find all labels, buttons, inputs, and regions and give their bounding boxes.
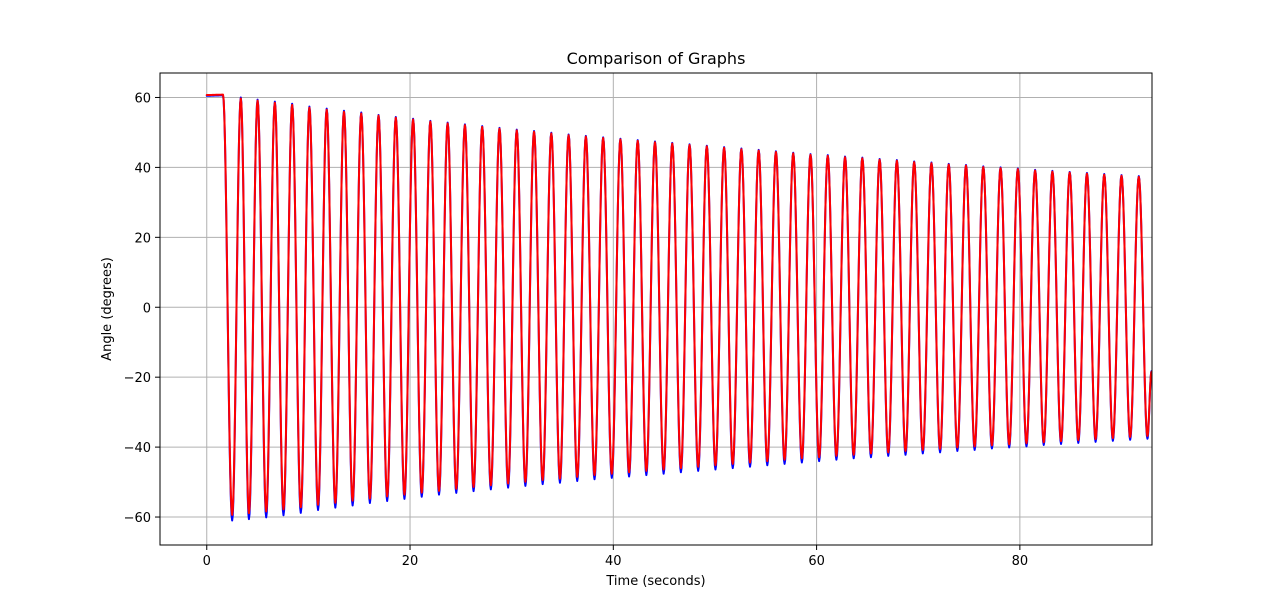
x-tick-label: 40 bbox=[605, 554, 622, 569]
y-tick-label: 0 bbox=[143, 301, 151, 316]
series-line-2 bbox=[205, 93, 1152, 516]
y-tick-label: 20 bbox=[134, 231, 151, 246]
y-tick-label: −40 bbox=[124, 441, 151, 456]
y-tick-label: 40 bbox=[134, 161, 151, 176]
x-tick-label: 60 bbox=[808, 554, 825, 569]
y-axis-label: Angle (degrees) bbox=[100, 257, 115, 361]
x-tick-label: 0 bbox=[203, 554, 211, 569]
plot-area bbox=[205, 93, 1152, 522]
series-layer bbox=[205, 93, 1152, 522]
x-tick-label: 20 bbox=[402, 554, 419, 569]
y-tick-label: 60 bbox=[134, 91, 151, 106]
x-axis-label: Time (seconds) bbox=[605, 574, 705, 589]
y-tick-label: −20 bbox=[124, 371, 151, 386]
x-tick-label: 80 bbox=[1012, 554, 1029, 569]
chart-title: Comparison of Graphs bbox=[567, 49, 746, 68]
axes-frame bbox=[159, 72, 1153, 546]
tick-layer: 0 20 40 60 80 −60 −40 −20 0 20 40 60 bbox=[124, 91, 1029, 569]
y-tick-label: −60 bbox=[124, 511, 151, 526]
